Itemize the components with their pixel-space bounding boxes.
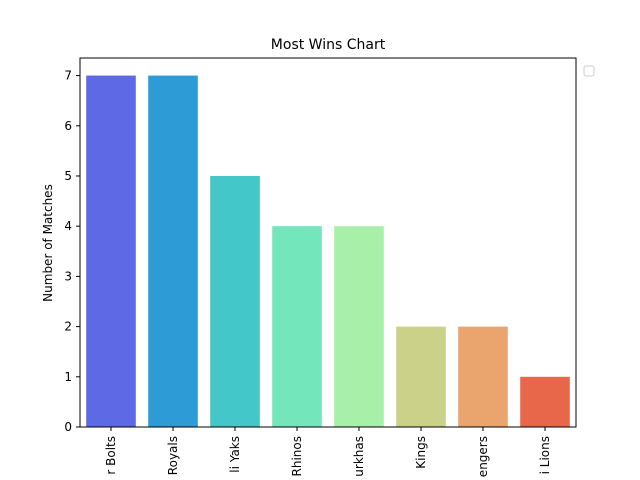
bar-6 xyxy=(458,326,508,427)
x-tick-label: r Bolts xyxy=(104,436,118,475)
bar-0 xyxy=(86,75,136,427)
y-tick-label: 2 xyxy=(64,320,72,334)
chart-title: Most Wins Chart xyxy=(271,37,386,53)
y-tick-label: 5 xyxy=(64,169,72,183)
x-tick-label: li Yaks xyxy=(228,436,242,473)
x-tick-label: Rhinos xyxy=(290,436,304,476)
plot-frame xyxy=(79,57,577,428)
y-tick-label: 3 xyxy=(64,269,72,283)
x-axis-ticks: r Bolts Royals li Yaks Rhinos urkhas Kings eng… xyxy=(104,427,552,477)
y-tick-label: 6 xyxy=(64,119,72,133)
bar-5 xyxy=(396,326,446,427)
x-tick-label: urkhas xyxy=(352,436,366,477)
x-tick-label: i Lions xyxy=(538,436,552,474)
bar-1 xyxy=(148,75,198,427)
y-tick-label: 4 xyxy=(64,219,72,233)
x-tick-label: engers xyxy=(476,436,490,477)
bars-layer xyxy=(86,75,570,427)
bar-3 xyxy=(272,226,322,427)
x-tick-label: Kings xyxy=(414,436,428,469)
y-axis-ticks: 0 1 2 3 4 5 6 7 xyxy=(64,69,80,434)
bar-7 xyxy=(520,376,570,427)
y-tick-label: 1 xyxy=(64,370,72,384)
y-axis-label: Number of Matches xyxy=(41,184,55,302)
y-tick-label: 7 xyxy=(64,69,72,83)
legend-box[interactable] xyxy=(583,65,595,77)
bar-2 xyxy=(210,175,260,427)
y-tick-label: 0 xyxy=(64,420,72,434)
bar-4 xyxy=(334,226,384,427)
x-tick-label: Royals xyxy=(166,436,180,475)
